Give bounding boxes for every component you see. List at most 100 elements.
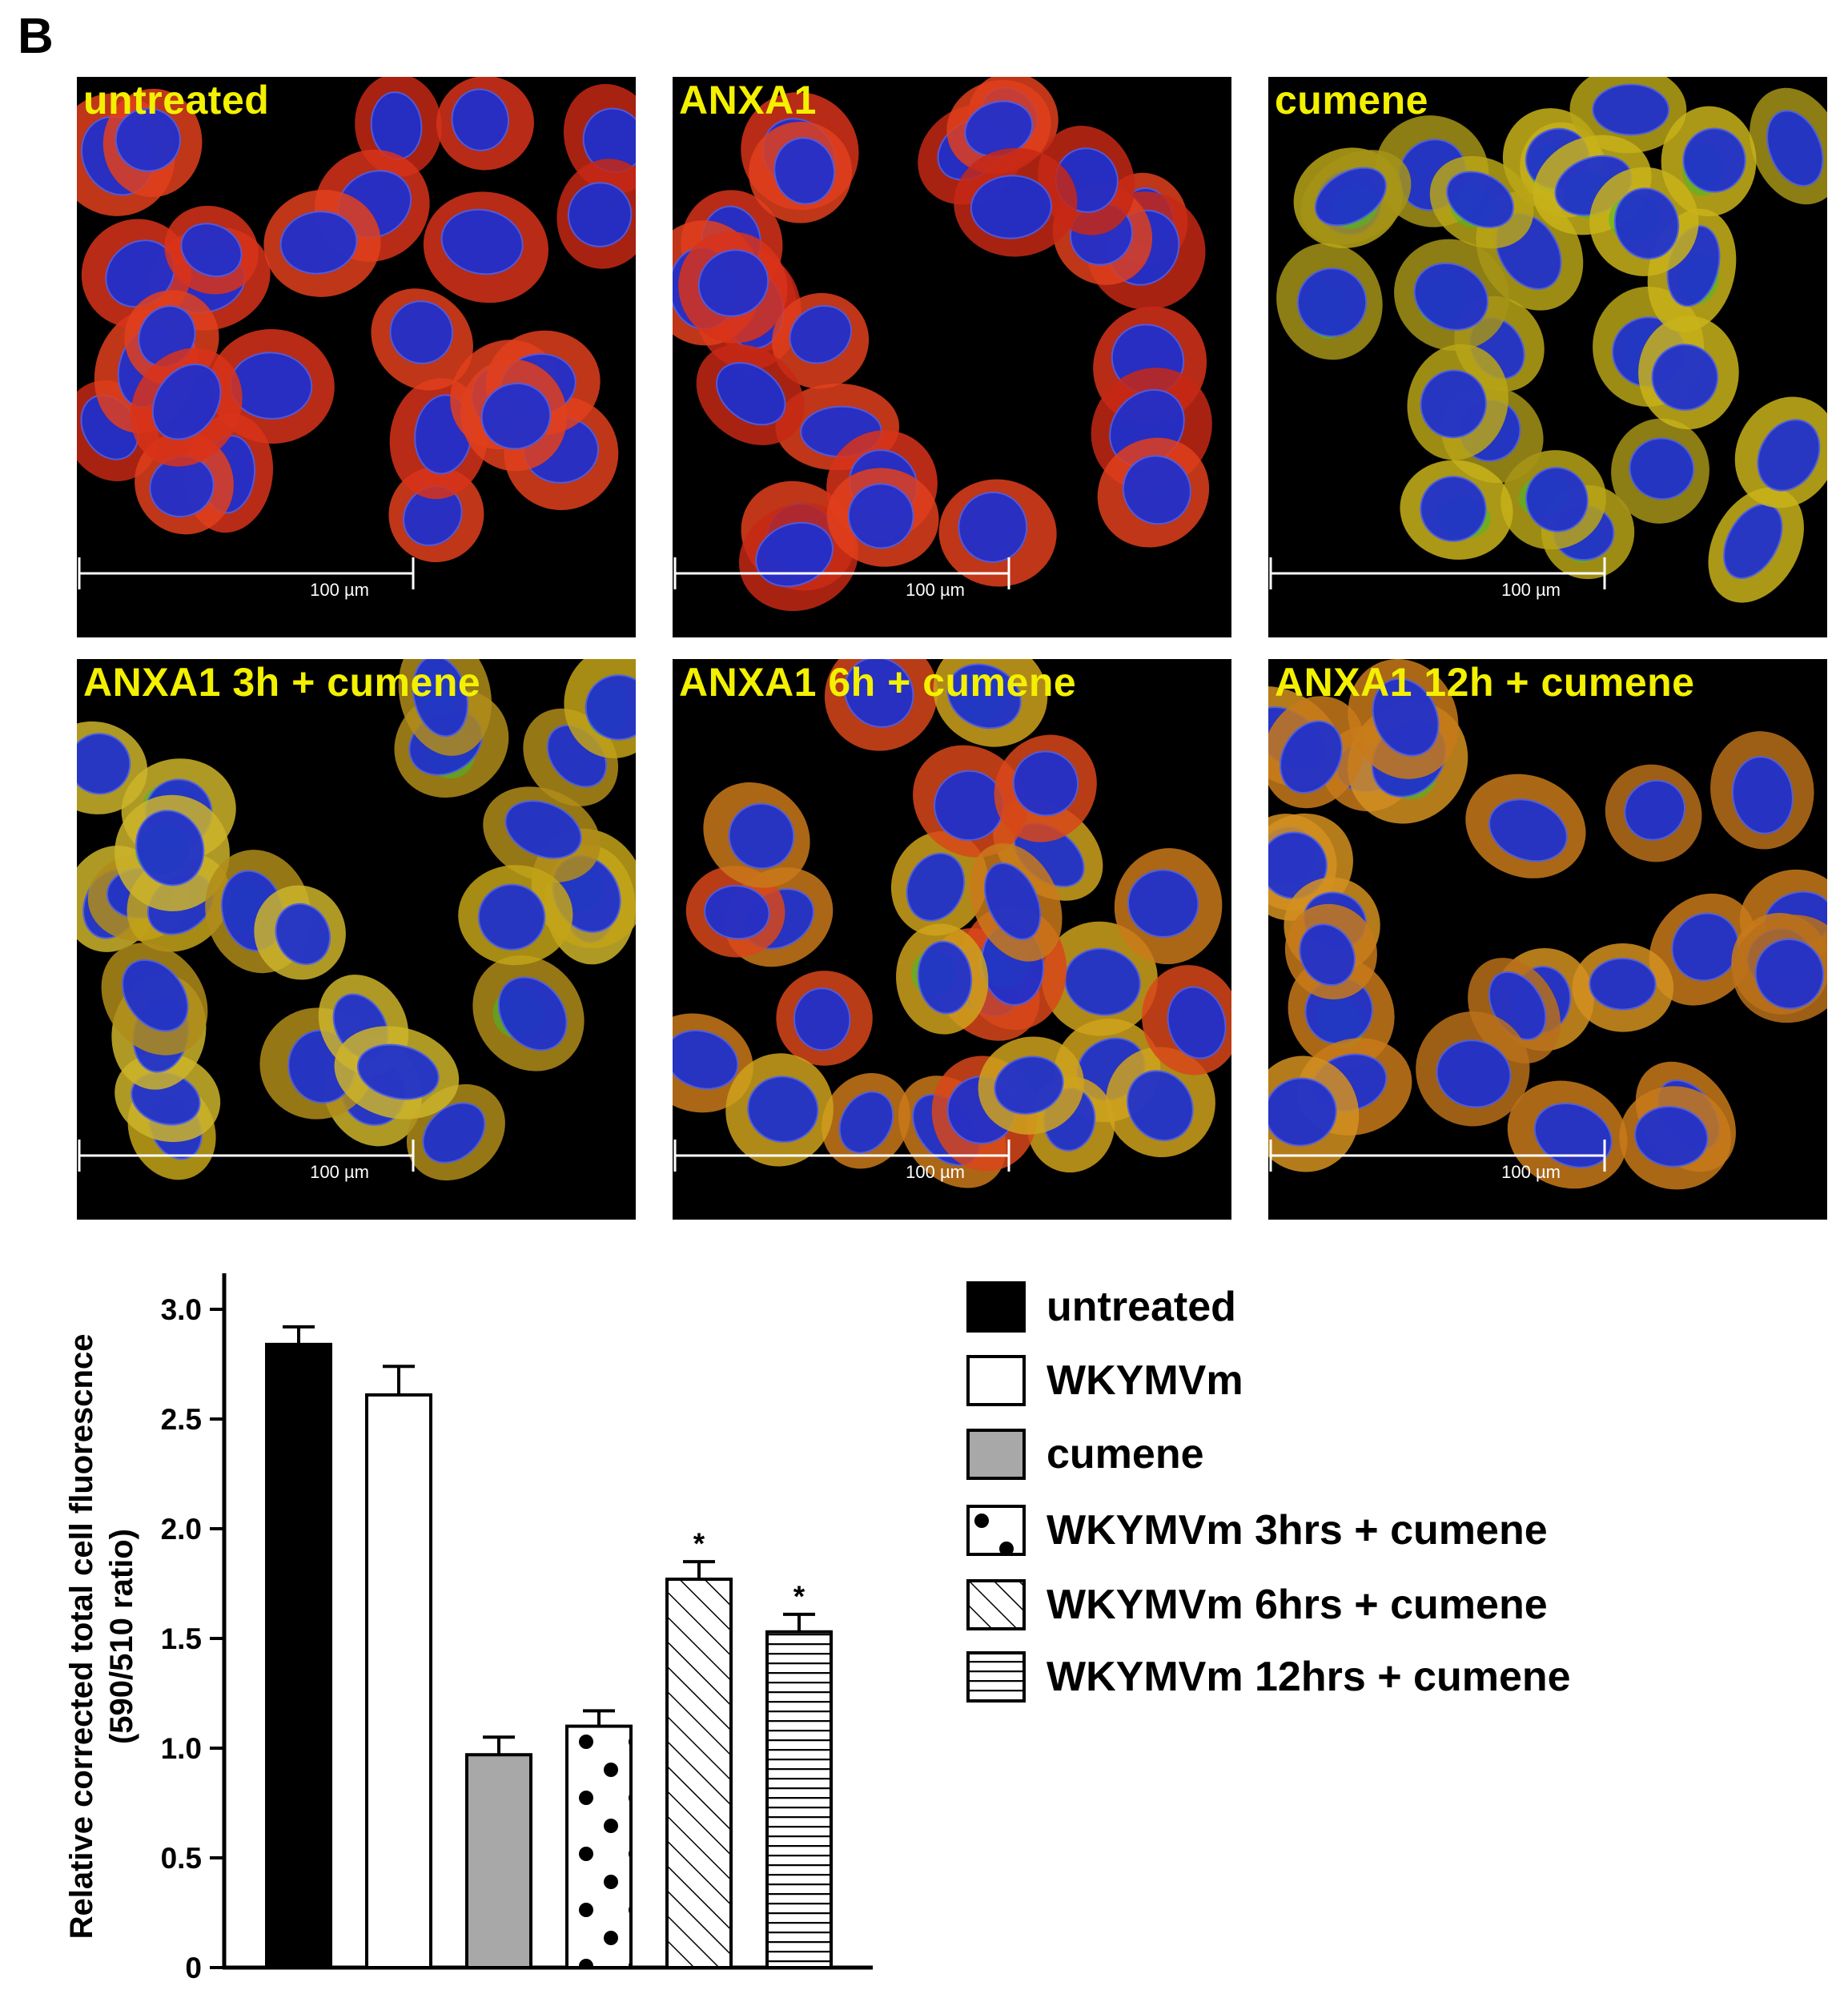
legend-label: WKYMVm 12hrs + cumene <box>1047 1654 1571 1700</box>
cell <box>254 885 346 980</box>
cell-nucleus <box>585 674 636 741</box>
cell <box>102 88 203 198</box>
legend-label: WKYMVm 6hrs + cumene <box>1047 1582 1548 1628</box>
cell-nucleus <box>180 223 243 277</box>
cell <box>1268 696 1365 809</box>
cell <box>1465 774 1586 878</box>
legend-swatch-fill <box>966 1579 1026 1630</box>
cell <box>1589 167 1699 276</box>
scale-bar-line <box>78 1140 415 1172</box>
bar <box>765 1630 833 1969</box>
cell <box>938 479 1057 587</box>
cell-nucleus <box>440 208 524 275</box>
cell-image <box>673 659 1231 1220</box>
micrograph-label: untreated <box>83 78 270 123</box>
y-axis-label-line: Relative corrected total cell fluorescnc… <box>64 1334 99 1940</box>
cell <box>1605 764 1702 862</box>
cell <box>1569 77 1687 154</box>
cell <box>1750 87 1827 205</box>
cell <box>1268 1055 1360 1172</box>
cell <box>896 923 989 1035</box>
cell-nucleus <box>279 211 358 275</box>
cell-nucleus <box>1167 986 1227 1059</box>
cell-nucleus <box>934 770 1005 842</box>
cell <box>423 191 548 304</box>
bar <box>565 1724 633 1969</box>
cell-nucleus <box>747 1075 819 1144</box>
legend-item: WKYMVm 3hrs + cumene <box>966 1505 1687 1561</box>
cell-nucleus <box>1127 869 1199 938</box>
cell-nucleus <box>497 976 568 1051</box>
scale-bar <box>1269 1140 1606 1172</box>
cell-nucleus <box>1488 798 1568 862</box>
cell-nucleus <box>122 959 189 1032</box>
micrograph-anxa1: ANXA1 100 µm <box>673 77 1231 637</box>
y-axis-label: Relative corrected total cell fluorescnc… <box>64 1334 139 1940</box>
scale-bar-line <box>78 557 415 589</box>
cell <box>1097 437 1210 548</box>
cell-nucleus <box>1651 344 1719 411</box>
cell-nucleus <box>1533 1102 1613 1168</box>
cell <box>1300 150 1412 245</box>
micrograph-cumene: cumene 100 µm <box>1268 77 1827 637</box>
cell-nucleus <box>135 810 205 886</box>
cell-nucleus <box>1413 262 1488 331</box>
cell <box>822 1072 910 1169</box>
cell-image <box>77 77 636 637</box>
cell-nucleus <box>704 885 770 940</box>
cell-image <box>77 659 636 1220</box>
legend-item: untreated <box>966 1281 1687 1337</box>
legend-label: cumene <box>1047 1431 1204 1477</box>
cell <box>436 77 534 171</box>
cell <box>738 503 859 612</box>
cell <box>556 159 636 269</box>
cell <box>398 659 492 756</box>
cell <box>696 344 805 445</box>
cell-nucleus <box>906 852 966 922</box>
cell-nucleus <box>1268 1077 1337 1147</box>
cell <box>1507 1080 1628 1189</box>
micrograph-label: ANXA1 3h + cumene <box>83 660 481 705</box>
scale-bar <box>673 1140 1010 1172</box>
cell <box>1041 921 1158 1036</box>
cell-nucleus <box>994 1055 1064 1115</box>
scale-bar-line <box>1269 557 1606 589</box>
legend-swatch <box>966 1505 1026 1556</box>
cell-nucleus <box>422 1102 486 1164</box>
cell <box>1572 943 1674 1032</box>
cell <box>1416 1011 1530 1127</box>
cell <box>1142 965 1231 1075</box>
cell <box>678 231 788 344</box>
legend-item: cumene <box>966 1429 1687 1485</box>
scale-bar-line <box>673 1140 1010 1172</box>
error-bar <box>383 1365 415 1395</box>
scale-bar-label: 100 µm <box>1501 1162 1561 1182</box>
cell <box>564 659 636 758</box>
cell <box>969 843 1063 962</box>
cell <box>164 205 259 295</box>
cell-nucleus <box>1280 720 1343 794</box>
legend-item: WKYMVm <box>966 1355 1687 1411</box>
error-bar <box>283 1325 315 1345</box>
cell-nucleus <box>728 802 795 870</box>
cell-nucleus <box>917 940 973 1015</box>
cell <box>1661 106 1757 217</box>
y-tick-label: 2.0 <box>161 1513 202 1546</box>
y-tick-label: 1.5 <box>161 1622 202 1655</box>
cell-nucleus <box>151 364 222 440</box>
cell-nucleus <box>1766 110 1824 187</box>
cell-nucleus <box>958 491 1028 563</box>
cell <box>483 786 601 883</box>
cell-nucleus <box>838 1091 894 1154</box>
error-bar <box>483 1735 515 1755</box>
cell <box>978 1036 1084 1135</box>
cell <box>1400 460 1513 560</box>
legend-swatch <box>966 1281 1026 1333</box>
cell-nucleus <box>697 249 769 317</box>
cell <box>1284 903 1377 999</box>
cell <box>890 830 988 936</box>
cell-nucleus <box>970 175 1052 239</box>
scale-bar-label: 100 µm <box>310 580 369 600</box>
cell <box>1114 848 1223 965</box>
cell-nucleus <box>843 659 914 728</box>
